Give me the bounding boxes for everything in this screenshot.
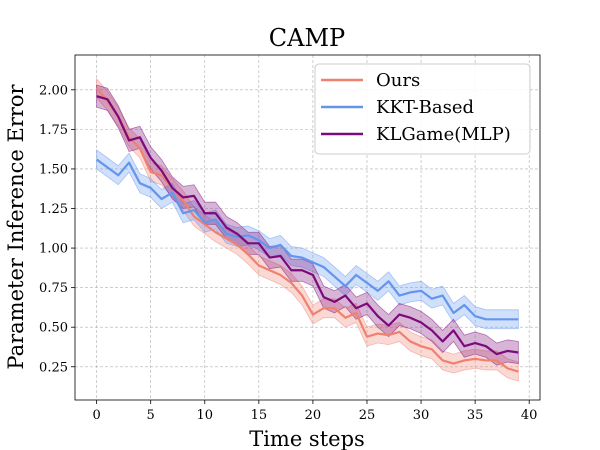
y-tick-label: 1.25 — [39, 202, 68, 217]
y-tick-label: 1.50 — [39, 162, 68, 177]
y-tick-label: 1.75 — [39, 123, 68, 138]
plot-frame — [74, 54, 541, 401]
legend-label-ours: Ours — [376, 70, 420, 91]
series-lines — [95, 87, 519, 373]
y-tick-label: 2.00 — [39, 83, 68, 98]
y-tick-label: 0.25 — [39, 360, 68, 375]
legend-label-klgame-mlp: KLGame(MLP) — [376, 124, 511, 145]
x-tick-label: 10 — [196, 408, 213, 423]
line-ours — [95, 87, 519, 373]
y-tick-label: 0.75 — [39, 281, 68, 296]
line-klgame-mlp — [96, 95, 519, 356]
legend: Ours KKT-Based KLGame(MLP) — [314, 63, 531, 155]
chart-title: CAMP — [269, 24, 345, 52]
x-tick-label: 35 — [467, 408, 484, 423]
x-tick-label: 0 — [92, 408, 100, 423]
x-tick-label: 5 — [147, 408, 155, 423]
x-axis-label: Time steps — [249, 427, 365, 450]
legend-label-kkt-based: KKT-Based — [376, 97, 474, 118]
x-tick-label: 30 — [413, 408, 430, 423]
y-tick-label: 0.50 — [39, 321, 68, 336]
y-axis-label: Parameter Inference Error — [4, 83, 28, 369]
line-kkt-based — [95, 158, 519, 321]
legend-box — [314, 63, 531, 155]
y-axis-ticks: 0.25 0.50 0.75 1.00 1.25 1.50 1.75 2.00 — [39, 83, 75, 375]
x-axis-ticks: 0 5 10 15 20 25 30 35 40 — [92, 400, 537, 423]
x-tick-label: 15 — [251, 408, 268, 423]
y-tick-label: 1.00 — [39, 242, 68, 257]
band-kkt-based — [96, 149, 519, 330]
x-tick-label: 40 — [521, 408, 538, 423]
band-ours — [96, 77, 519, 382]
x-tick-label: 20 — [305, 408, 322, 423]
x-tick-label: 25 — [359, 408, 376, 423]
